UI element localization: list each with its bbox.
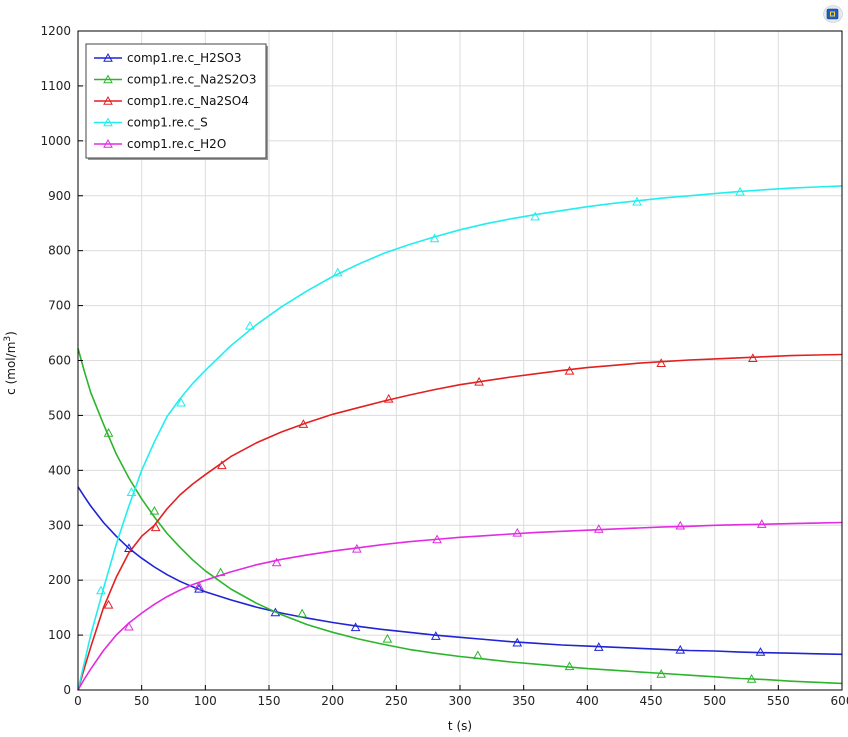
series-line-0 bbox=[77, 486, 843, 656]
y-tick-label: 300 bbox=[48, 518, 71, 532]
series-marker-0 bbox=[675, 644, 686, 654]
legend-swatch-marker-2 bbox=[103, 95, 113, 105]
legend: comp1.re.c_H2SO3 comp1.re.c_Na2S2O3 comp1.… bbox=[85, 43, 268, 160]
x-tick-label: 150 bbox=[258, 694, 281, 708]
legend-label-1: comp1.re.c_Na2S2O3 bbox=[127, 73, 256, 87]
series-marker-2 bbox=[656, 358, 667, 367]
x-tick-label: 200 bbox=[321, 694, 344, 708]
series-marker-4 bbox=[756, 519, 767, 528]
y-axis-title-main: c (mol/m bbox=[4, 342, 18, 395]
series-marker-3 bbox=[332, 267, 343, 277]
y-tick-label: 800 bbox=[48, 244, 71, 258]
y-tick-label: 500 bbox=[48, 408, 71, 422]
x-axis-title: t (s) bbox=[448, 719, 472, 733]
x-tick-label: 450 bbox=[640, 694, 663, 708]
series-marker-3 bbox=[429, 233, 440, 243]
series-marker-2 bbox=[383, 393, 394, 403]
series-marker-2 bbox=[298, 419, 309, 428]
legend-label-0: comp1.re.c_H2SO3 bbox=[127, 51, 242, 65]
series-marker-4 bbox=[124, 621, 134, 631]
x-tick-label: 250 bbox=[385, 694, 408, 708]
series-marker-2 bbox=[103, 599, 114, 609]
series-marker-1 bbox=[472, 650, 483, 660]
legend-swatch-marker-4 bbox=[103, 138, 113, 148]
series-marker-3 bbox=[126, 487, 137, 496]
y-tick-label: 200 bbox=[48, 573, 71, 587]
series-marker-2 bbox=[564, 365, 575, 375]
x-tick-label: 350 bbox=[512, 694, 535, 708]
x-tick-label: 100 bbox=[194, 694, 217, 708]
series-marker-0 bbox=[350, 622, 361, 632]
series-marker-3 bbox=[176, 397, 186, 407]
y-tick-label: 1100 bbox=[40, 79, 71, 93]
series-layer bbox=[77, 185, 843, 691]
series-marker-4 bbox=[352, 543, 362, 553]
series-marker-3 bbox=[96, 585, 106, 595]
series-line-2 bbox=[77, 353, 843, 691]
y-tick-label: 1200 bbox=[40, 24, 71, 38]
axis-ticks: 0 50 100 150 200 250 300 350 400 450 500 550 600 0 100… bbox=[40, 24, 848, 708]
series-marker-1 bbox=[746, 673, 757, 683]
series-marker-4 bbox=[675, 520, 686, 530]
series-marker-4 bbox=[271, 557, 282, 567]
series-marker-4 bbox=[194, 581, 204, 590]
series-marker-0 bbox=[194, 583, 204, 593]
x-tick-label: 400 bbox=[576, 694, 599, 708]
series-marker-4 bbox=[432, 534, 442, 544]
legend-label-4: comp1.re.c_H2O bbox=[127, 137, 226, 151]
y-tick-label: 600 bbox=[48, 354, 71, 368]
series-marker-2 bbox=[474, 376, 484, 386]
x-tick-label: 600 bbox=[831, 694, 848, 708]
legend-swatch-marker-0 bbox=[103, 52, 113, 62]
series-marker-1 bbox=[656, 669, 667, 678]
series-marker-3 bbox=[632, 196, 642, 206]
series-marker-4 bbox=[593, 524, 604, 533]
series-marker-2 bbox=[150, 522, 161, 532]
series-marker-3 bbox=[530, 211, 540, 221]
series-marker-1 bbox=[297, 608, 307, 618]
series-marker-3 bbox=[245, 320, 255, 330]
series-marker-0 bbox=[430, 631, 441, 640]
y-axis-title-sup: 3 bbox=[3, 336, 13, 342]
legend-swatch-marker-1 bbox=[103, 74, 113, 84]
app-logo-icon bbox=[823, 5, 843, 23]
y-axis-title-tail: ) bbox=[4, 331, 18, 336]
x-tick-label: 0 bbox=[74, 694, 82, 708]
series-marker-0 bbox=[593, 642, 604, 651]
x-tick-label: 550 bbox=[767, 694, 790, 708]
legend-label-2: comp1.re.c_Na2SO4 bbox=[127, 94, 249, 108]
x-tick-label: 500 bbox=[703, 694, 726, 708]
series-marker-0 bbox=[512, 637, 523, 647]
series-marker-1 bbox=[564, 661, 575, 671]
y-tick-label: 700 bbox=[48, 299, 71, 313]
y-tick-label: 400 bbox=[48, 463, 71, 477]
y-axis-title: c (mol/m3) bbox=[3, 331, 18, 395]
series-marker-1 bbox=[149, 505, 160, 515]
series-marker-4 bbox=[512, 527, 523, 537]
legend-label-3: comp1.re.c_S bbox=[127, 116, 208, 130]
series-marker-0 bbox=[755, 647, 766, 656]
series-line-4 bbox=[77, 521, 843, 691]
x-tick-label: 50 bbox=[134, 694, 149, 708]
y-tick-label: 0 bbox=[63, 683, 71, 697]
y-tick-label: 100 bbox=[48, 628, 71, 642]
y-tick-label: 1000 bbox=[40, 134, 71, 148]
legend-swatch-marker-3 bbox=[103, 117, 113, 127]
x-tick-label: 300 bbox=[449, 694, 472, 708]
series-marker-1 bbox=[103, 427, 114, 437]
series-marker-1 bbox=[382, 633, 393, 643]
series-line-1 bbox=[77, 348, 843, 685]
series-marker-2 bbox=[748, 353, 758, 363]
series-line-3 bbox=[77, 185, 843, 691]
series-marker-2 bbox=[217, 460, 227, 470]
y-tick-label: 900 bbox=[48, 189, 71, 203]
series-marker-3 bbox=[735, 186, 745, 196]
